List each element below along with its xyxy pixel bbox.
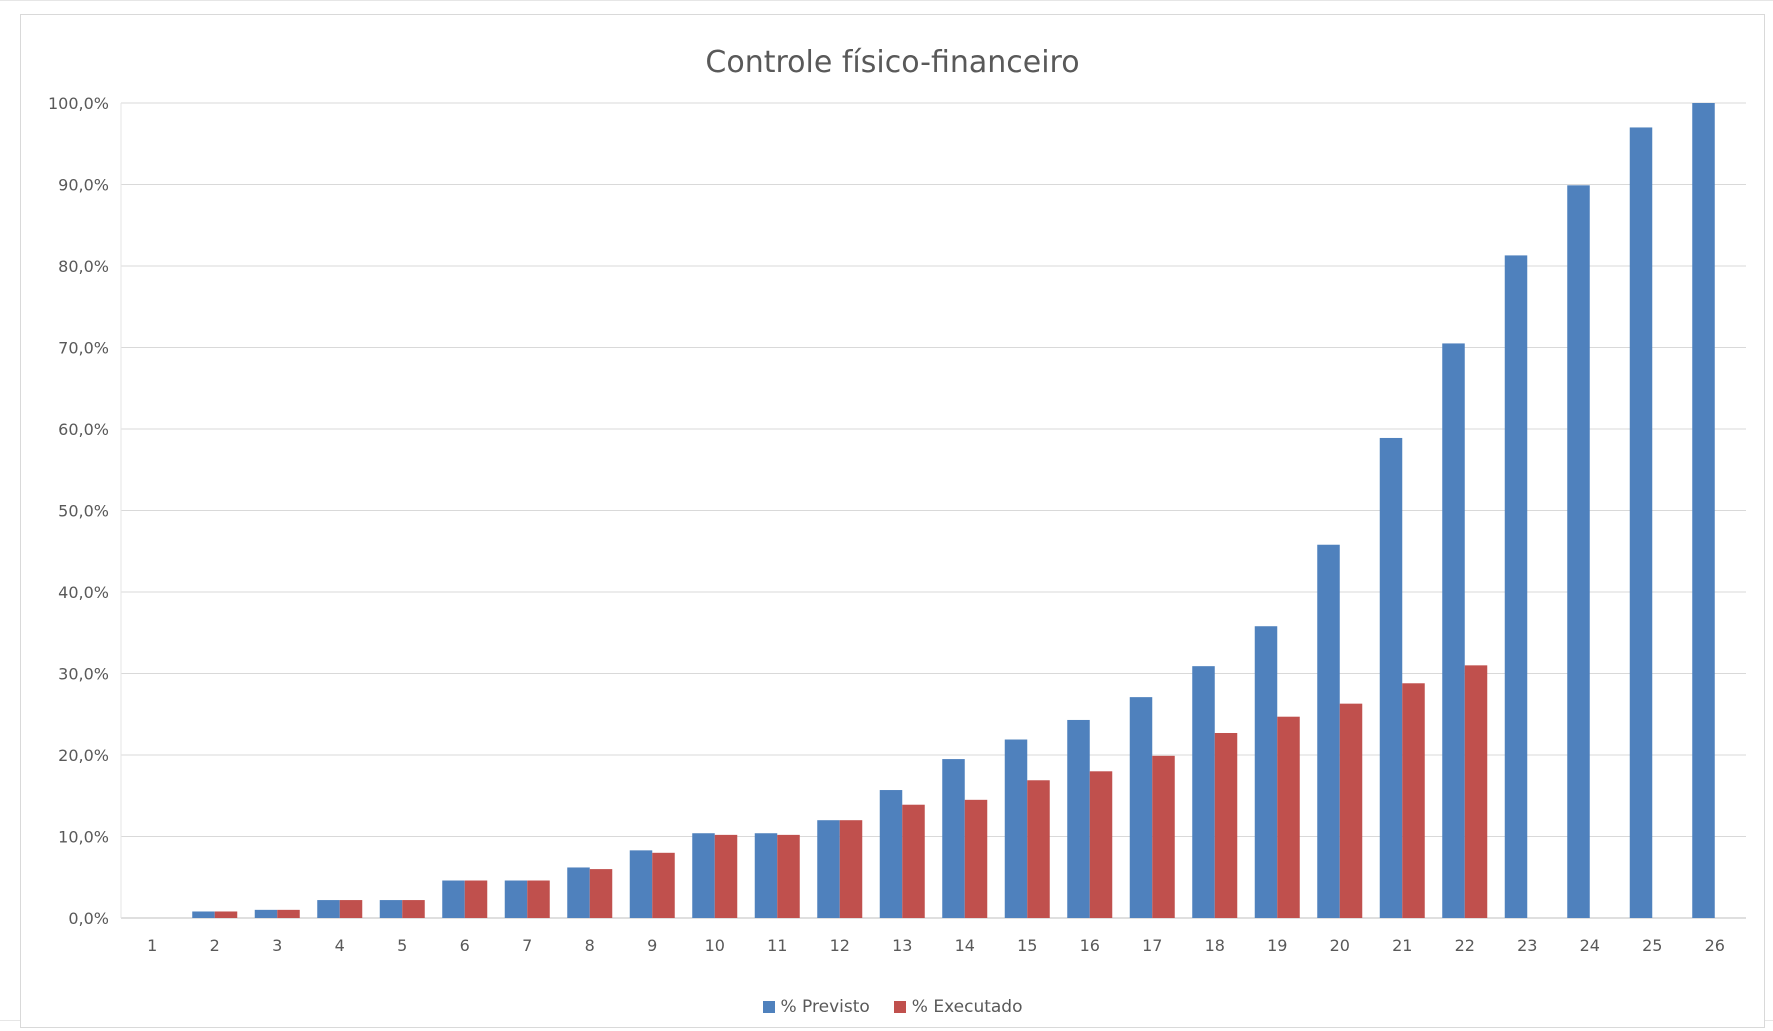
bar-executado-6 <box>464 880 488 918</box>
y-tick-label: 30,0% <box>58 665 109 684</box>
bar-executado-15 <box>1027 780 1050 918</box>
x-tick-label: 9 <box>647 936 657 955</box>
legend-label-previsto: % Previsto <box>780 997 870 1017</box>
legend-swatch-executado <box>893 1001 906 1013</box>
bar-executado-7 <box>527 880 550 918</box>
x-tick-label: 5 <box>397 936 407 955</box>
x-tick-label: 20 <box>1330 936 1350 955</box>
x-tick-label: 1 <box>147 936 157 955</box>
x-tick-label: 19 <box>1267 936 1287 955</box>
bar-previsto-20 <box>1317 544 1340 918</box>
bar-executado-17 <box>1152 755 1175 918</box>
x-tick-label: 17 <box>1142 936 1162 955</box>
x-tick-label: 24 <box>1580 936 1600 955</box>
chart-area[interactable]: Controle físico-financeiro 0,0% 10,0% 20,0… <box>20 14 1765 1028</box>
bar-previsto-18 <box>1192 666 1215 918</box>
x-tick-label: 12 <box>830 936 850 955</box>
bar-previsto-2 <box>192 911 215 918</box>
bar-executado-13 <box>902 804 925 918</box>
x-tick-label: 2 <box>210 936 220 955</box>
bar-executado-11 <box>777 834 800 918</box>
x-tick-label: 13 <box>892 936 912 955</box>
x-tick-label: 25 <box>1642 936 1662 955</box>
y-tick-label: 10,0% <box>58 828 109 847</box>
y-tick-label: 70,0% <box>58 339 109 358</box>
bar-executado-3 <box>277 909 300 918</box>
bar-previsto-6 <box>442 880 465 918</box>
y-tick-label: 40,0% <box>58 583 109 602</box>
bar-previsto-3 <box>254 909 278 918</box>
bar-previsto-15 <box>1004 739 1028 918</box>
x-tick-label: 15 <box>1017 936 1037 955</box>
bar-executado-18 <box>1214 732 1238 918</box>
x-tick-label: 22 <box>1455 936 1475 955</box>
x-tick-label: 23 <box>1517 936 1537 955</box>
chart-title: Controle físico-financeiro <box>705 45 1080 80</box>
legend-label-executado: % Executado <box>911 997 1023 1017</box>
legend-swatch-previsto <box>762 1001 775 1013</box>
bar-previsto-17 <box>1129 697 1153 918</box>
x-tick-label: 3 <box>272 936 282 955</box>
y-tick-label: 90,0% <box>58 176 109 195</box>
bar-executado-20 <box>1339 703 1363 918</box>
x-tick-label: 18 <box>1205 936 1225 955</box>
bar-executado-5 <box>402 900 425 918</box>
bar-previsto-19 <box>1254 626 1278 918</box>
bar-executado-9 <box>652 852 675 918</box>
bar-executado-8 <box>589 869 613 918</box>
y-tick-label: 20,0% <box>58 746 109 765</box>
x-tick-label: 11 <box>767 936 787 955</box>
bar-executado-4 <box>339 900 363 918</box>
bar-previsto-4 <box>317 900 340 918</box>
bar-previsto-14 <box>942 759 965 918</box>
y-tick-label: 0,0% <box>68 909 109 928</box>
x-tick-label: 10 <box>705 936 725 955</box>
y-tick-label: 60,0% <box>58 420 109 439</box>
x-tick-label: 26 <box>1705 936 1725 955</box>
bar-executado-21 <box>1402 683 1425 918</box>
bar-previsto-23 <box>1504 255 1528 918</box>
y-tick-label: 100,0% <box>48 94 109 113</box>
x-tick-label: 6 <box>460 936 470 955</box>
bar-previsto-25 <box>1629 127 1653 918</box>
bar-executado-22 <box>1464 665 1488 918</box>
x-tick-label: 21 <box>1392 936 1412 955</box>
bar-previsto-7 <box>504 880 528 918</box>
bar-previsto-9 <box>629 850 653 918</box>
x-tick-label: 16 <box>1080 936 1100 955</box>
x-tick-label: 8 <box>585 936 595 955</box>
bar-previsto-24 <box>1567 185 1590 918</box>
bar-previsto-13 <box>879 790 903 918</box>
bar-previsto-11 <box>754 833 778 918</box>
bar-chart: 0,0% 10,0% 20,0% 30,0% 40,0% 50,0% 60,0% 70,0% 8… <box>48 94 1746 955</box>
bar-previsto-21 <box>1379 437 1403 918</box>
bar-previsto-26 <box>1692 103 1715 918</box>
x-tick-label: 14 <box>955 936 975 955</box>
y-tick-label: 80,0% <box>58 257 109 276</box>
bar-previsto-5 <box>379 900 403 918</box>
bar-previsto-22 <box>1442 343 1465 918</box>
bar-previsto-12 <box>817 820 840 918</box>
legend-item-executado: % Executado <box>893 997 1023 1017</box>
bar-previsto-16 <box>1067 719 1090 918</box>
x-tick-label: 7 <box>522 936 532 955</box>
bar-executado-19 <box>1277 716 1300 918</box>
bar-executado-10 <box>714 834 738 918</box>
bar-previsto-8 <box>567 867 590 918</box>
bar-executado-16 <box>1089 771 1113 918</box>
legend: % Previsto % Executado <box>21 997 1764 1017</box>
y-tick-label: 50,0% <box>58 502 109 521</box>
x-tick-label: 4 <box>335 936 345 955</box>
legend-item-previsto: % Previsto <box>762 997 870 1017</box>
bar-previsto-10 <box>692 833 715 918</box>
bar-executado-2 <box>214 911 238 918</box>
bar-executado-14 <box>964 799 988 918</box>
bar-executado-12 <box>839 820 863 918</box>
